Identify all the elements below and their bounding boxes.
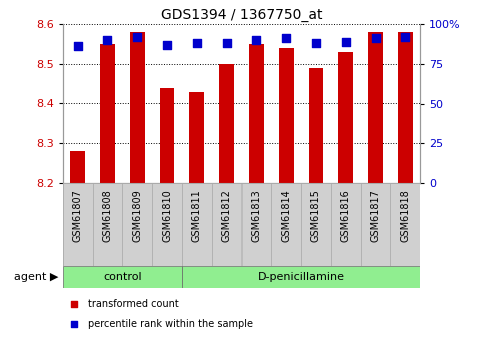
Text: percentile rank within the sample: percentile rank within the sample bbox=[88, 319, 253, 329]
Point bbox=[312, 40, 320, 46]
Bar bbox=[338, 52, 353, 183]
Point bbox=[70, 301, 77, 307]
Text: GSM61815: GSM61815 bbox=[311, 189, 321, 242]
Point bbox=[282, 36, 290, 41]
Bar bbox=[182, 266, 420, 288]
Bar bbox=[398, 32, 413, 183]
Bar bbox=[122, 183, 152, 266]
Bar bbox=[152, 183, 182, 266]
Point bbox=[342, 39, 350, 45]
Text: GSM61816: GSM61816 bbox=[341, 189, 351, 242]
Bar bbox=[301, 183, 331, 266]
Point bbox=[104, 37, 112, 43]
Text: GSM61808: GSM61808 bbox=[102, 189, 113, 242]
Point bbox=[401, 34, 409, 40]
Bar bbox=[189, 91, 204, 183]
Bar bbox=[63, 266, 182, 288]
Bar bbox=[93, 183, 122, 266]
Point bbox=[223, 40, 230, 46]
Bar bbox=[219, 64, 234, 183]
Point bbox=[163, 42, 171, 48]
Text: GSM61818: GSM61818 bbox=[400, 189, 411, 242]
Bar bbox=[130, 32, 145, 183]
Bar bbox=[309, 68, 324, 183]
Text: transformed count: transformed count bbox=[88, 299, 179, 309]
Point bbox=[133, 34, 141, 40]
Text: GSM61813: GSM61813 bbox=[251, 189, 261, 242]
Bar bbox=[63, 183, 93, 266]
Bar bbox=[70, 151, 85, 183]
Text: GSM61817: GSM61817 bbox=[370, 189, 381, 242]
Bar bbox=[100, 44, 115, 183]
Text: GSM61812: GSM61812 bbox=[222, 189, 232, 242]
Bar bbox=[390, 183, 420, 266]
Bar bbox=[159, 88, 174, 183]
Point bbox=[193, 40, 201, 46]
Text: GSM61810: GSM61810 bbox=[162, 189, 172, 242]
Text: control: control bbox=[103, 272, 142, 282]
Bar bbox=[242, 183, 271, 266]
Text: GSM61807: GSM61807 bbox=[72, 189, 83, 242]
Text: agent ▶: agent ▶ bbox=[14, 272, 58, 282]
Point bbox=[74, 43, 82, 49]
Bar bbox=[182, 183, 212, 266]
Text: GSM61811: GSM61811 bbox=[192, 189, 202, 242]
Text: D-penicillamine: D-penicillamine bbox=[257, 272, 344, 282]
Bar bbox=[368, 32, 383, 183]
Text: GSM61809: GSM61809 bbox=[132, 189, 142, 242]
Bar bbox=[212, 183, 242, 266]
Point bbox=[253, 37, 260, 43]
Bar bbox=[271, 183, 301, 266]
Point bbox=[372, 36, 380, 41]
Bar bbox=[331, 183, 361, 266]
Bar bbox=[279, 48, 294, 183]
Point bbox=[70, 321, 77, 327]
Bar bbox=[361, 183, 390, 266]
Text: GSM61814: GSM61814 bbox=[281, 189, 291, 242]
Title: GDS1394 / 1367750_at: GDS1394 / 1367750_at bbox=[161, 8, 322, 22]
Bar bbox=[249, 44, 264, 183]
